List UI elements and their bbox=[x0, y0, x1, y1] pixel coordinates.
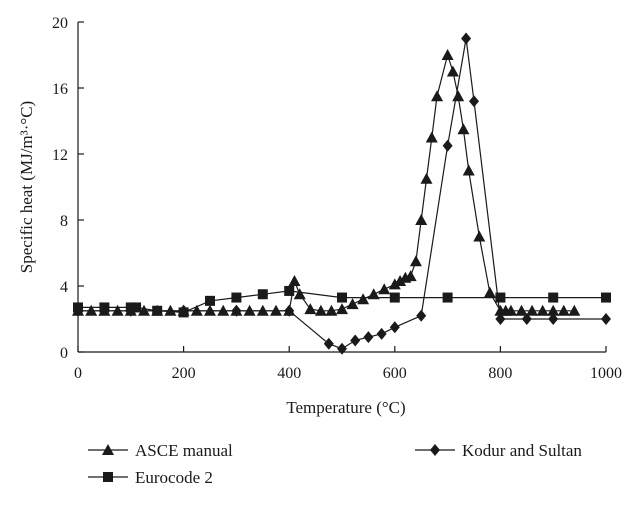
data-point-asce-manual bbox=[431, 90, 444, 102]
data-point-eurocode-2 bbox=[389, 292, 400, 303]
legend-square-icon bbox=[103, 472, 113, 482]
y-axis-title: Specific heat (MJ/m³·°C) bbox=[17, 101, 36, 273]
data-point-eurocode-2 bbox=[337, 292, 347, 303]
y-ticks: 0 4 8 12 16 20 bbox=[52, 15, 84, 362]
data-point-asce-manual bbox=[557, 304, 570, 316]
x-tick-label: 600 bbox=[383, 365, 407, 382]
data-point-kodur-and-sultan bbox=[442, 139, 453, 152]
data-point-kodur-and-sultan bbox=[469, 95, 479, 108]
legend-label: ASCE manual bbox=[135, 441, 233, 460]
data-point-asce-manual bbox=[293, 288, 306, 300]
x-ticks: 0 200 400 600 800 1000 bbox=[74, 346, 622, 382]
data-point-eurocode-2 bbox=[548, 292, 559, 303]
data-point-asce-manual bbox=[462, 164, 475, 176]
legend-item-asce-manual: ASCE manual bbox=[88, 441, 233, 460]
data-point-eurocode-2 bbox=[257, 289, 268, 300]
data-point-asce-manual bbox=[415, 214, 428, 225]
data-point-asce-manual bbox=[420, 172, 433, 184]
data-point-eurocode-2 bbox=[205, 295, 215, 306]
x-tick-label: 400 bbox=[277, 365, 301, 382]
data-point-asce-manual bbox=[446, 65, 459, 77]
data-point-asce-manual bbox=[288, 275, 301, 287]
y-tick-label: 0 bbox=[60, 345, 68, 362]
data-point-asce-manual bbox=[515, 304, 528, 316]
data-point-kodur-and-sultan bbox=[323, 337, 334, 350]
data-point-kodur-and-sultan bbox=[495, 313, 506, 325]
data-point-kodur-and-sultan bbox=[521, 313, 532, 325]
x-tick-label: 1000 bbox=[590, 365, 622, 382]
data-point-asce-manual bbox=[536, 304, 549, 316]
data-point-asce-manual bbox=[483, 286, 496, 298]
legend-label: Eurocode 2 bbox=[135, 468, 213, 487]
data-point-asce-manual bbox=[526, 304, 539, 316]
data-point-asce-manual bbox=[325, 304, 338, 316]
x-tick-label: 800 bbox=[488, 365, 512, 382]
data-point-asce-manual bbox=[346, 298, 359, 310]
legend-label: Kodur and Sultan bbox=[462, 441, 582, 460]
legend-triangle-icon bbox=[102, 444, 114, 455]
data-point-eurocode-2 bbox=[99, 302, 110, 313]
plot-area: 0 200 400 600 800 1000 0 4 8 12 16 20 bbox=[52, 15, 622, 382]
data-point-asce-manual bbox=[457, 123, 470, 135]
data-point-asce-manual bbox=[568, 304, 581, 316]
data-point-kodur-and-sultan bbox=[601, 313, 611, 325]
data-point-asce-manual bbox=[336, 303, 348, 315]
x-axis-title: Temperature (°C) bbox=[286, 398, 405, 417]
data-point-kodur-and-sultan bbox=[350, 334, 361, 347]
legend-diamond-icon bbox=[430, 444, 440, 456]
series-asce-manual bbox=[72, 49, 581, 316]
x-tick-label: 0 bbox=[74, 365, 82, 382]
data-point-asce-manual bbox=[425, 131, 438, 143]
legend-item-eurocode-2: Eurocode 2 bbox=[88, 468, 213, 487]
data-point-eurocode-2 bbox=[495, 292, 506, 303]
data-point-kodur-and-sultan bbox=[548, 313, 559, 325]
data-point-kodur-and-sultan bbox=[178, 304, 189, 317]
data-point-asce-manual bbox=[404, 270, 417, 282]
legend-item-kodur-and-sultan: Kodur and Sultan bbox=[415, 441, 582, 460]
data-point-kodur-and-sultan bbox=[231, 304, 242, 317]
data-point-kodur-and-sultan bbox=[337, 342, 347, 355]
data-point-kodur-and-sultan bbox=[376, 327, 387, 340]
data-point-asce-manual bbox=[394, 275, 407, 287]
series-layer bbox=[72, 32, 611, 355]
data-point-eurocode-2 bbox=[442, 292, 453, 303]
x-tick-label: 200 bbox=[172, 365, 196, 382]
data-point-kodur-and-sultan bbox=[363, 331, 374, 344]
data-point-asce-manual bbox=[473, 230, 486, 242]
data-point-eurocode-2 bbox=[231, 292, 242, 303]
y-tick-label: 20 bbox=[52, 15, 68, 32]
data-point-eurocode-2 bbox=[284, 285, 295, 296]
data-point-eurocode-2 bbox=[131, 302, 142, 313]
data-point-asce-manual bbox=[452, 90, 465, 102]
data-point-kodur-and-sultan bbox=[125, 304, 136, 317]
data-point-asce-manual bbox=[547, 304, 560, 316]
data-point-asce-manual bbox=[367, 288, 380, 300]
data-point-asce-manual bbox=[441, 49, 454, 60]
data-point-asce-manual bbox=[378, 283, 391, 295]
data-point-asce-manual bbox=[504, 304, 517, 316]
data-point-asce-manual bbox=[409, 255, 422, 267]
data-point-eurocode-2 bbox=[601, 292, 611, 303]
series-kodur-and-sultan bbox=[73, 32, 611, 355]
data-point-kodur-and-sultan bbox=[284, 304, 295, 317]
data-point-asce-manual bbox=[304, 303, 317, 315]
data-point-kodur-and-sultan bbox=[389, 321, 400, 334]
y-tick-label: 4 bbox=[60, 279, 68, 296]
data-point-kodur-and-sultan bbox=[73, 304, 83, 317]
series-line-asce-manual bbox=[78, 52, 575, 312]
data-point-kodur-and-sultan bbox=[461, 32, 472, 45]
legend: ASCE manual Eurocode 2 Kodur and Sultan bbox=[88, 441, 582, 487]
data-point-asce-manual bbox=[357, 293, 370, 305]
y-tick-label: 12 bbox=[52, 147, 68, 164]
y-tick-label: 16 bbox=[52, 81, 68, 98]
y-tick-label: 8 bbox=[60, 213, 68, 230]
data-point-asce-manual bbox=[314, 304, 327, 316]
data-point-asce-manual bbox=[388, 278, 401, 290]
data-point-kodur-and-sultan bbox=[416, 309, 427, 322]
